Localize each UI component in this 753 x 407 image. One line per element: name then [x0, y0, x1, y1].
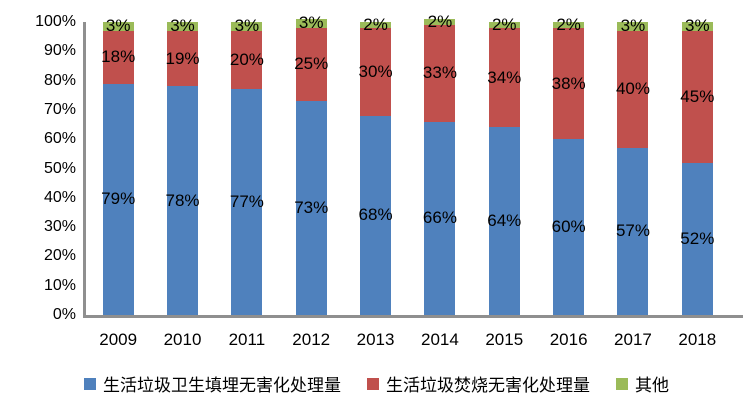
bar-segment-incineration — [167, 30, 199, 87]
data-label-landfill: 64% — [487, 211, 522, 231]
y-axis-tick-label: 100% — [35, 13, 76, 30]
data-label-incineration: 20% — [229, 50, 264, 70]
bar-segment-landfill — [681, 162, 713, 315]
bar-segment-other — [360, 22, 392, 28]
bar-segment-incineration — [360, 27, 392, 116]
legend-label-other: 其他 — [635, 376, 669, 395]
legend-swatch-other — [616, 377, 628, 390]
data-label-other: 3% — [620, 16, 646, 36]
bar-segment-other — [424, 19, 456, 25]
y-axis-tick-label: 70% — [43, 100, 76, 118]
y-axis-tick-label: 20% — [43, 247, 76, 265]
data-label-other: 3% — [170, 16, 195, 36]
data-label-incineration: 18% — [101, 47, 136, 67]
bar-segment-landfill — [488, 127, 520, 315]
bar-segment-landfill — [617, 147, 649, 315]
bar-segment-other — [553, 22, 585, 28]
data-label-landfill: 78% — [165, 190, 200, 210]
y-axis-tick-label: 40% — [43, 188, 76, 206]
legend: 生活垃圾卫生填埋无害化处理量 生活垃圾焚烧无害化处理量 其他 — [0, 371, 753, 396]
x-axis-line — [83, 315, 743, 318]
y-axis-line — [83, 22, 86, 318]
y-axis-tick-label: 10% — [43, 276, 76, 294]
legend-item-other: 其他 — [616, 371, 669, 396]
y-axis-tick-label: 50% — [43, 159, 76, 177]
x-axis-label: 2010 — [163, 330, 202, 349]
x-axis-label: 2018 — [678, 330, 717, 349]
data-label-other: 2% — [556, 14, 581, 34]
x-axis-label: 2011 — [228, 330, 266, 349]
legend-swatch-incineration — [367, 377, 379, 390]
data-label-landfill: 77% — [229, 192, 264, 212]
data-label-incineration: 38% — [551, 73, 586, 93]
bar-segment-other — [295, 19, 327, 28]
bar-segment-landfill — [231, 89, 263, 315]
data-label-incineration: 25% — [294, 54, 329, 74]
bar-segment-incineration — [681, 30, 713, 163]
bar-segment-landfill — [553, 139, 585, 315]
data-label-landfill: 52% — [680, 228, 715, 248]
legend-label-incineration: 生活垃圾焚烧无害化处理量 — [386, 376, 590, 395]
data-label-other: 2% — [363, 14, 388, 34]
x-axis-label: 2012 — [292, 330, 331, 349]
bar-segment-other — [488, 22, 520, 28]
bar-segment-landfill — [424, 121, 456, 315]
data-label-other: 3% — [105, 16, 131, 36]
x-axis-label: 2015 — [485, 330, 524, 349]
bar-segment-incineration — [617, 30, 649, 148]
legend-item-landfill: 生活垃圾卫生填埋无害化处理量 — [84, 371, 341, 396]
bar-segment-incineration — [295, 27, 327, 102]
bar-segment-landfill — [167, 86, 199, 315]
data-label-landfill: 79% — [101, 189, 136, 209]
legend-label-landfill: 生活垃圾卫生填埋无害化处理量 — [103, 376, 341, 395]
x-axis-label: 2013 — [356, 330, 395, 349]
data-label-incineration: 19% — [165, 48, 200, 68]
bar-segment-other — [167, 22, 199, 31]
data-label-other: 3% — [298, 13, 324, 33]
data-label-landfill: 60% — [551, 217, 586, 237]
data-label-other: 3% — [685, 16, 710, 36]
bar-segment-other — [681, 22, 713, 31]
data-label-landfill: 66% — [422, 208, 457, 228]
bar-segment-incineration — [553, 27, 585, 140]
bar-segment-incineration — [424, 24, 456, 122]
y-axis-tick-label: 80% — [43, 71, 76, 89]
y-axis-tick-label: 0% — [52, 306, 76, 323]
bar-segment-landfill — [360, 115, 392, 315]
data-label-incineration: 34% — [487, 67, 522, 87]
bar-segment-incineration — [231, 30, 263, 90]
y-axis-tick-label: 30% — [43, 218, 76, 236]
bar-segment-landfill — [295, 101, 327, 315]
bar-segment-other — [617, 22, 649, 31]
bar-segment-incineration — [102, 30, 134, 84]
legend-item-incineration: 生活垃圾焚烧无害化处理量 — [367, 371, 590, 396]
x-axis-label: 2016 — [549, 330, 588, 349]
bar-segment-other — [231, 22, 263, 31]
bar-segment-incineration — [488, 27, 520, 128]
bar-segment-landfill — [102, 83, 134, 315]
data-label-landfill: 68% — [358, 205, 393, 225]
legend-swatch-landfill — [84, 377, 96, 390]
data-label-incineration: 33% — [422, 63, 457, 83]
data-label-other: 3% — [234, 16, 260, 36]
x-axis-label: 2017 — [614, 330, 652, 349]
x-axis-label: 2009 — [99, 330, 138, 349]
data-label-landfill: 57% — [615, 221, 650, 241]
data-label-other: 2% — [491, 14, 517, 34]
data-label-incineration: 40% — [615, 79, 650, 99]
data-label-incineration: 30% — [358, 61, 393, 81]
bar-segment-other — [102, 22, 134, 31]
data-label-other: 2% — [427, 12, 453, 31]
data-label-incineration: 45% — [680, 86, 715, 106]
data-label-landfill: 73% — [294, 198, 329, 218]
y-axis-tick-label: 60% — [43, 130, 76, 148]
x-axis-label: 2014 — [421, 330, 459, 349]
y-axis-tick-label: 90% — [43, 42, 76, 60]
